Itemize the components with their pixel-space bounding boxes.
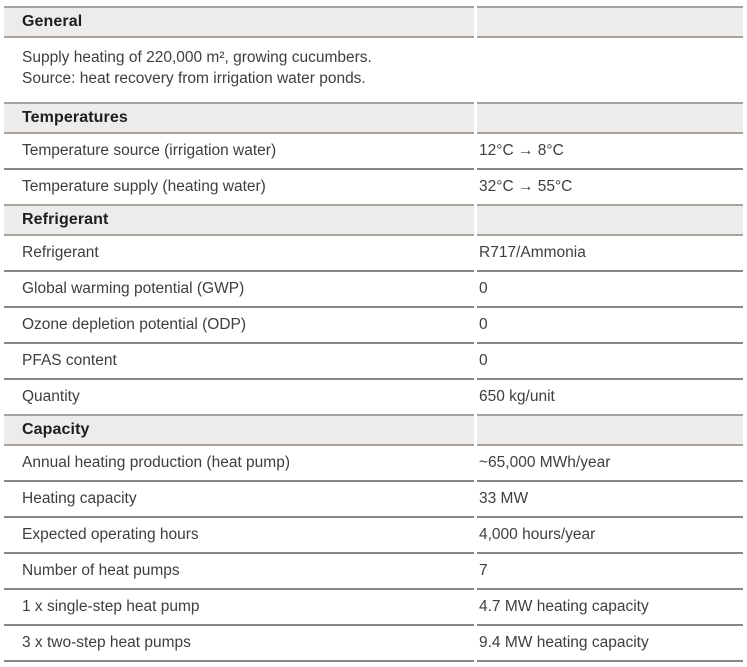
section-title: General bbox=[4, 6, 474, 38]
table-row-heating-capacity: Heating capacity 33 MW bbox=[4, 482, 743, 518]
section-header-filler bbox=[477, 102, 743, 134]
table-row-odp: Ozone depletion potential (ODP) 0 bbox=[4, 308, 743, 344]
row-value: 0 bbox=[477, 344, 743, 380]
section-header-temperatures: Temperatures bbox=[4, 102, 743, 134]
general-description-line-2: Source: heat recovery from irrigation wa… bbox=[22, 70, 366, 87]
row-label: Quantity bbox=[22, 388, 80, 405]
row-label: Ozone depletion potential (ODP) bbox=[4, 308, 474, 344]
row-label: Temperature source (irrigation water) bbox=[4, 134, 474, 170]
row-value: 33 MW bbox=[477, 482, 743, 518]
table-row-refrigerant: Refrigerant R717/Ammonia bbox=[4, 236, 743, 272]
row-value: 4,000 hours/year bbox=[477, 518, 743, 554]
table-row-operating-hours: Expected operating hours 4,000 hours/yea… bbox=[4, 518, 743, 554]
row-value: ~65,000 MWh/year bbox=[477, 446, 743, 482]
general-description-filler bbox=[477, 38, 743, 102]
row-value: 0 bbox=[477, 272, 743, 308]
table-row-number-of-heat-pumps: Number of heat pumps 7 bbox=[4, 554, 743, 590]
section-header-filler bbox=[477, 204, 743, 236]
row-label: Temperature supply (heating water) bbox=[22, 178, 266, 195]
general-description-line-1: Supply heating of 220,000 m², growing cu… bbox=[22, 49, 372, 66]
row-value: R717/Ammonia bbox=[477, 236, 743, 272]
general-description: Supply heating of 220,000 m², growing cu… bbox=[4, 38, 474, 102]
row-value: 7 bbox=[477, 554, 743, 590]
row-value: 650 kg/unit bbox=[479, 388, 555, 405]
row-label: Number of heat pumps bbox=[4, 554, 474, 590]
row-label: PFAS content bbox=[4, 344, 474, 380]
table-row-temperature-supply: Temperature supply (heating water) 32°C … bbox=[4, 170, 743, 204]
row-label: Refrigerant bbox=[4, 236, 474, 272]
row-value: 0 bbox=[477, 308, 743, 344]
table-row-single-step-heat-pump: 1 x single-step heat pump 4.7 MW heating… bbox=[4, 590, 743, 626]
spec-table: General Supply heating of 220,000 m², gr… bbox=[4, 6, 743, 662]
row-label: Annual heating production (heat pump) bbox=[4, 446, 474, 482]
table-row-quantity: Quantity 650 kg/unit bbox=[4, 380, 743, 414]
table-row-annual-production: Annual heating production (heat pump) ~6… bbox=[4, 446, 743, 482]
table-row-pfas: PFAS content 0 bbox=[4, 344, 743, 380]
row-label: Expected operating hours bbox=[4, 518, 474, 554]
row-label: 3 x two-step heat pumps bbox=[4, 626, 474, 662]
row-label: Global warming potential (GWP) bbox=[4, 272, 474, 308]
section-header-filler bbox=[477, 414, 743, 446]
section-header-filler bbox=[477, 6, 743, 38]
row-value: 12°C → 8°C bbox=[477, 134, 743, 170]
section-title: Temperatures bbox=[4, 102, 474, 134]
table-row-temperature-source: Temperature source (irrigation water) 12… bbox=[4, 134, 743, 170]
row-value: 32°C → 55°C bbox=[479, 178, 573, 195]
row-label: Heating capacity bbox=[4, 482, 474, 518]
table-row-gwp: Global warming potential (GWP) 0 bbox=[4, 272, 743, 308]
section-header-general: General bbox=[4, 6, 743, 38]
row-label: 1 x single-step heat pump bbox=[4, 590, 474, 626]
section-header-refrigerant: Refrigerant bbox=[4, 204, 743, 236]
section-title: Refrigerant bbox=[4, 204, 474, 236]
table-row-two-step-heat-pumps: 3 x two-step heat pumps 9.4 MW heating c… bbox=[4, 626, 743, 662]
row-value: 9.4 MW heating capacity bbox=[477, 626, 743, 662]
section-header-capacity: Capacity bbox=[4, 414, 743, 446]
row-value: 4.7 MW heating capacity bbox=[477, 590, 743, 626]
section-title: Capacity bbox=[4, 414, 474, 446]
general-description-row: Supply heating of 220,000 m², growing cu… bbox=[4, 38, 743, 102]
